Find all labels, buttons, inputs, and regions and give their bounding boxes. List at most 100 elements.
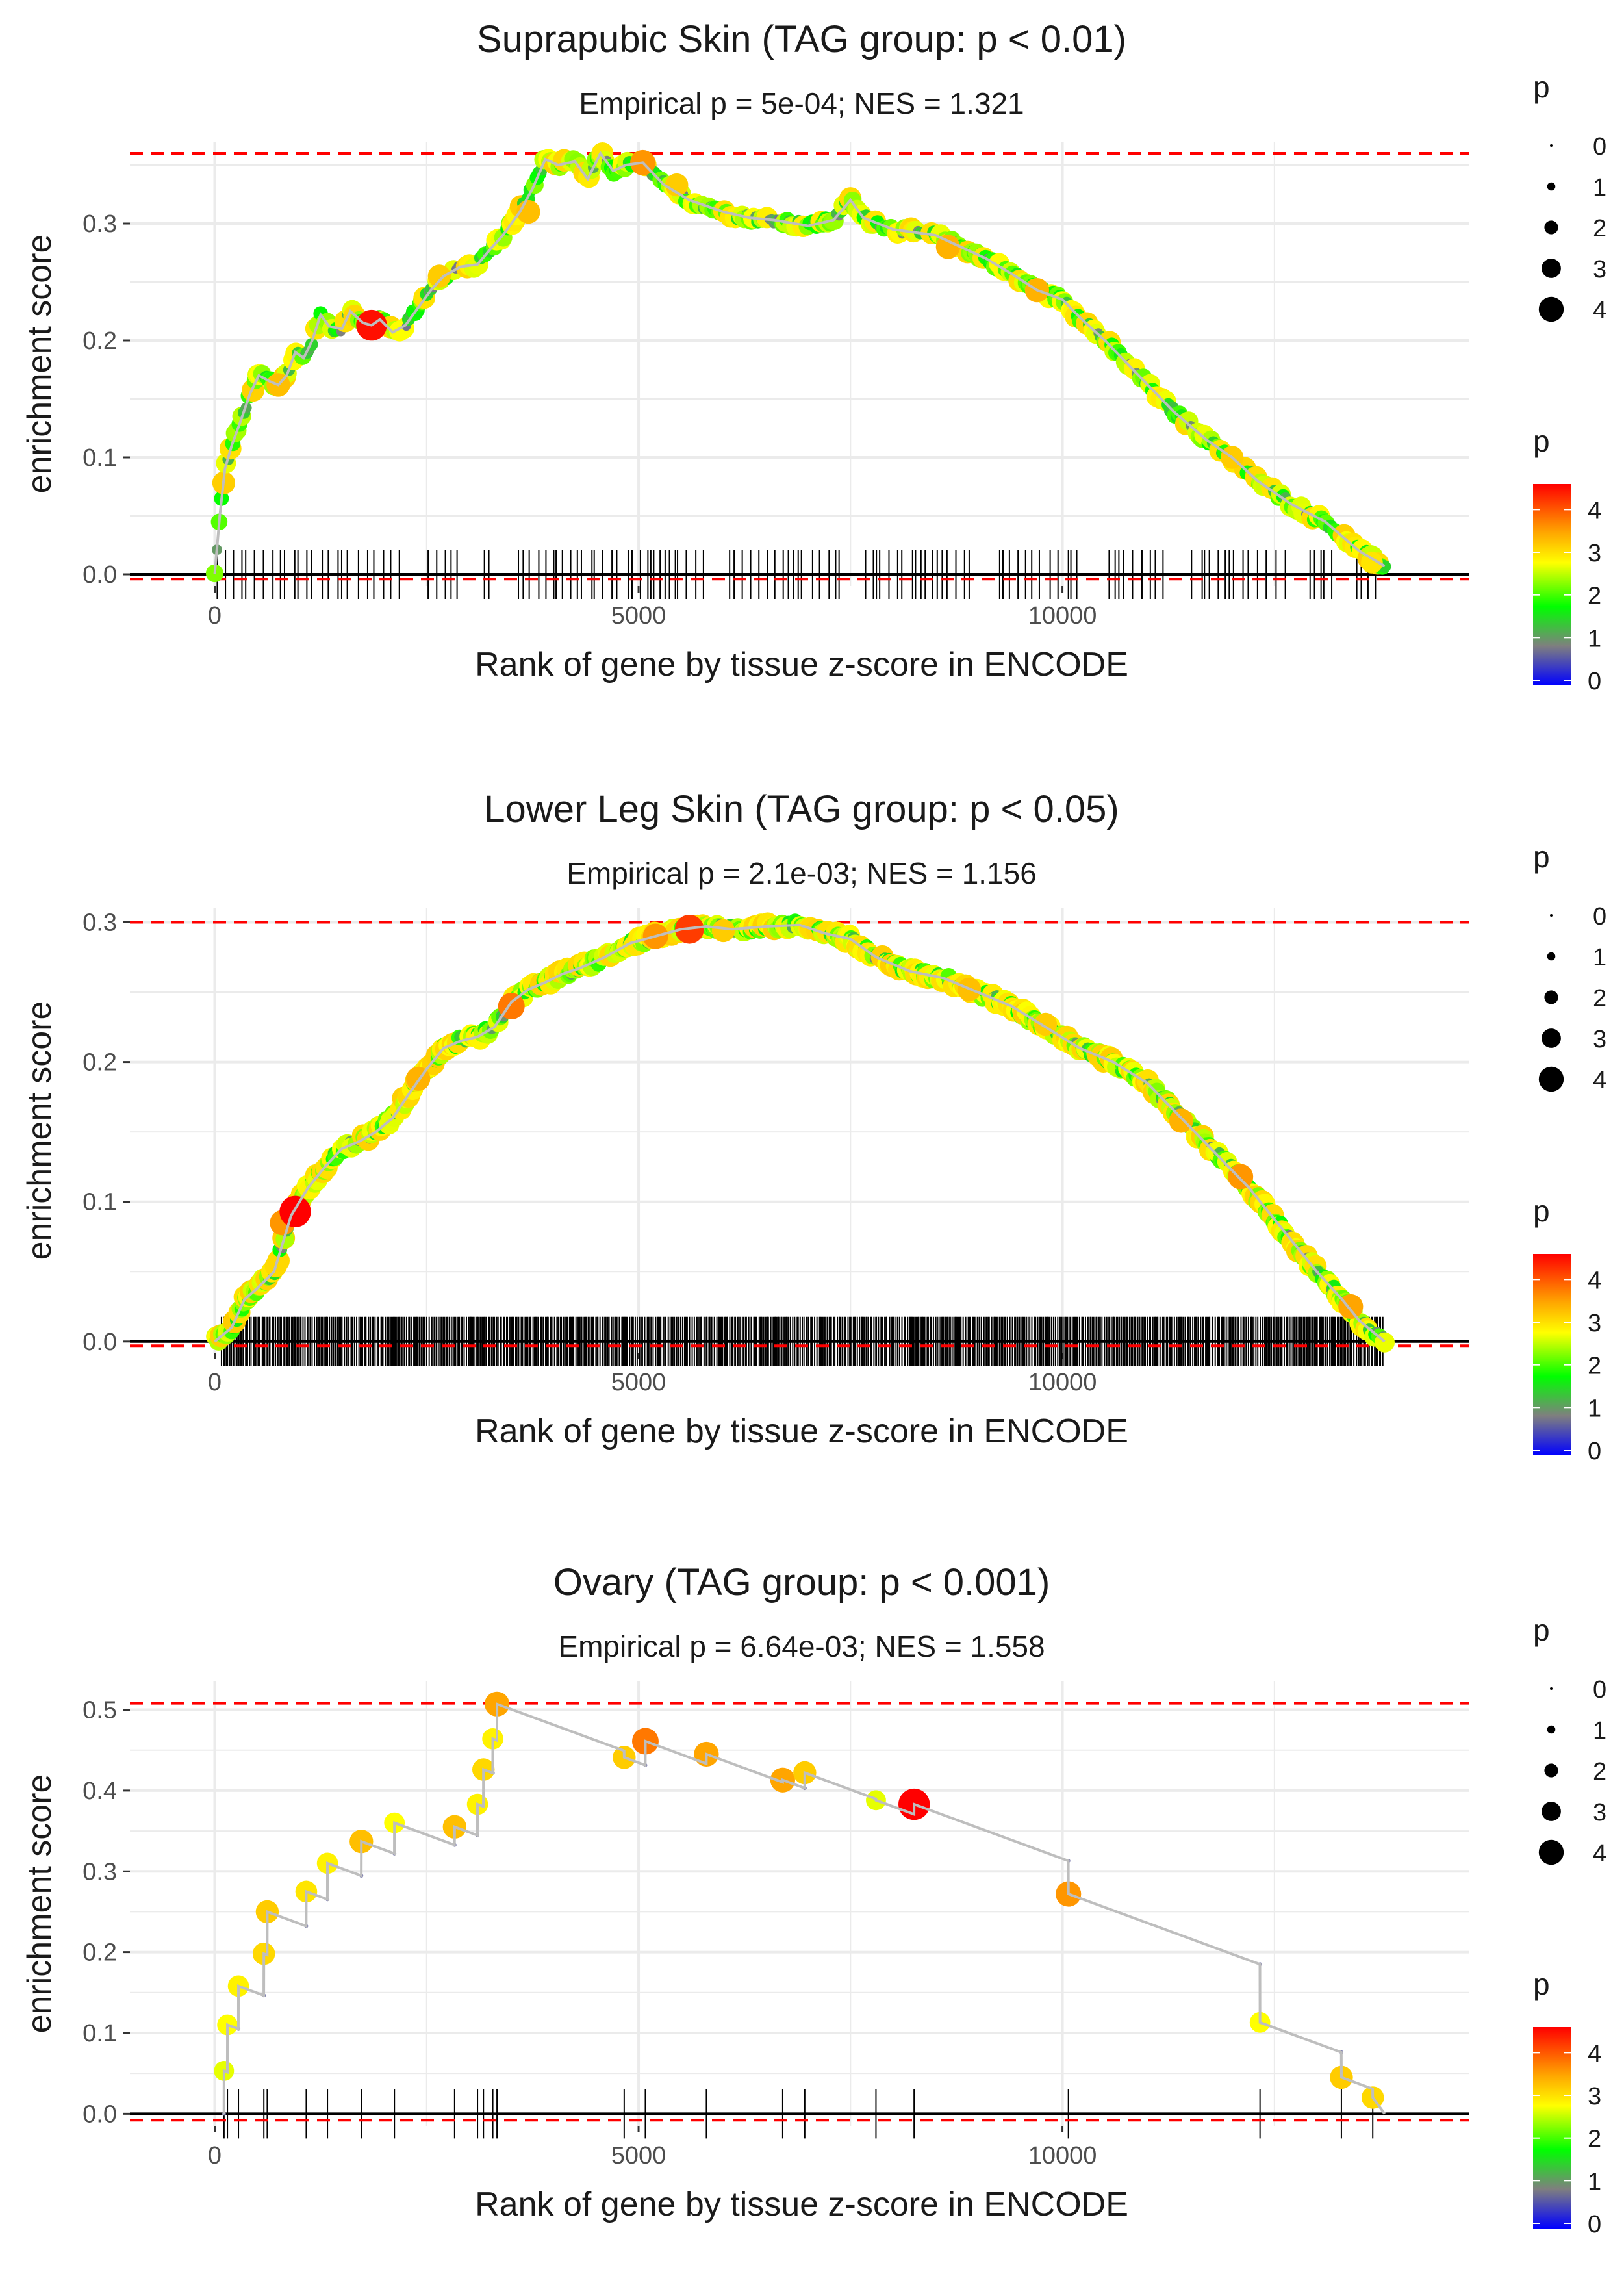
x-axis-title: Rank of gene by tissue z-score in ENCODE — [475, 2186, 1128, 2223]
x-tick-label: 10000 — [1028, 602, 1097, 630]
color-legend-label: 0 — [1588, 668, 1601, 695]
y-tick-label: 0.3 — [82, 211, 117, 238]
x-tick-label: 0 — [208, 1369, 222, 1396]
color-legend-label: 3 — [1588, 2083, 1601, 2110]
x-tick-label: 0 — [208, 602, 222, 630]
panel-3: Ovary (TAG group: p < 0.001) Empirical p … — [21, 1561, 1606, 2238]
size-legend-key — [1542, 1028, 1561, 1048]
y-tick-label: 0.2 — [82, 327, 117, 355]
x-tick-label: 10000 — [1028, 2142, 1097, 2169]
size-legend-label: 4 — [1593, 1840, 1606, 1867]
y-tick-label: 0.5 — [82, 1697, 117, 1724]
x-tick-label: 5000 — [611, 2142, 666, 2169]
legend: p 0 1 2 3 4 p 0 1 2 3 4 — [1533, 1613, 1606, 2238]
highlight-point — [711, 919, 735, 943]
size-legend-key — [1542, 1802, 1561, 1821]
y-axis-title: enrichment score — [21, 235, 58, 494]
y-tick-label: 0.3 — [82, 1858, 117, 1885]
legend: p 0 1 2 3 4 p 0 1 2 3 4 — [1533, 840, 1606, 1465]
color-legend-label: 2 — [1588, 2126, 1601, 2153]
y-axis-title: enrichment score — [21, 1001, 58, 1260]
color-legend-label: 4 — [1588, 497, 1601, 524]
size-legend-label: 2 — [1593, 215, 1606, 242]
y-tick-label: 0.1 — [82, 1189, 117, 1216]
chart-title: Lower Leg Skin (TAG group: p < 0.05) — [484, 788, 1119, 830]
size-legend-label: 0 — [1593, 133, 1606, 160]
color-legend-title: p — [1533, 424, 1550, 458]
x-tick-label: 10000 — [1028, 1369, 1097, 1396]
y-tick-label: 0.0 — [82, 561, 117, 589]
highlight-point — [279, 1195, 311, 1227]
highlight-point — [665, 173, 689, 197]
color-legend-label: 2 — [1588, 1353, 1601, 1380]
color-legend-bar — [1533, 2027, 1571, 2229]
running-sum-line — [214, 923, 1386, 1343]
points — [214, 1691, 1384, 2116]
y-tick-label: 0.3 — [82, 910, 117, 937]
highlight-point — [1228, 1164, 1254, 1190]
y-tick-label: 0.2 — [82, 1939, 117, 1967]
highlight-point — [1361, 552, 1383, 574]
color-legend-label: 0 — [1588, 1438, 1601, 1465]
x-tick-label: 5000 — [611, 1369, 666, 1396]
highlight-point — [1338, 1294, 1364, 1320]
size-legend-label: 1 — [1593, 1717, 1606, 1744]
size-legend-label: 0 — [1593, 1676, 1606, 1704]
x-tick-label: 0 — [208, 2142, 222, 2169]
color-legend-title: p — [1533, 1194, 1550, 1228]
size-legend-label: 2 — [1593, 985, 1606, 1012]
size-legend-label: 2 — [1593, 1758, 1606, 1785]
x-axis-title: Rank of gene by tissue z-score in ENCODE — [475, 1412, 1128, 1450]
color-legend-bar — [1533, 484, 1571, 685]
size-legend-key — [1544, 990, 1558, 1004]
running-sum-line — [213, 151, 1386, 575]
grid — [130, 908, 1469, 1353]
size-legend-key — [1550, 914, 1553, 917]
size-legend-label: 4 — [1593, 297, 1606, 324]
size-legend-key — [1542, 259, 1561, 278]
color-legend-label: 1 — [1588, 625, 1601, 652]
y-tick-label: 0.1 — [82, 2020, 117, 2047]
color-legend-title: p — [1533, 1967, 1550, 2001]
size-legend-key — [1544, 1763, 1558, 1778]
size-legend-key — [1547, 182, 1556, 191]
chart-subtitle: Empirical p = 5e-04; NES = 1.321 — [579, 86, 1024, 120]
size-legend-key — [1538, 1066, 1564, 1092]
size-legend-label: 1 — [1593, 174, 1606, 201]
size-legend-key — [1544, 220, 1558, 235]
chart-subtitle: Empirical p = 6.64e-03; NES = 1.558 — [558, 1629, 1045, 1663]
panel-2: Lower Leg Skin (TAG group: p < 0.05) Empi… — [21, 788, 1606, 1465]
size-legend-key — [1547, 952, 1556, 961]
chart-title: Ovary (TAG group: p < 0.001) — [553, 1561, 1050, 1603]
color-legend-label: 4 — [1588, 2040, 1601, 2067]
color-legend-label: 4 — [1588, 1267, 1601, 1294]
y-tick-label: 0.0 — [82, 2101, 117, 2128]
chart-subtitle: Empirical p = 2.1e-03; NES = 1.156 — [566, 856, 1037, 890]
x-tick-label: 5000 — [611, 602, 666, 630]
size-legend-title: p — [1533, 1613, 1550, 1647]
size-legend-title: p — [1533, 840, 1550, 874]
color-legend-bar — [1533, 1254, 1571, 1455]
x-axis-title: Rank of gene by tissue z-score in ENCODE — [475, 646, 1128, 683]
color-legend-label: 3 — [1588, 540, 1601, 567]
size-legend-label: 3 — [1593, 1799, 1606, 1826]
size-legend-label: 0 — [1593, 903, 1606, 930]
size-legend-label: 1 — [1593, 944, 1606, 971]
size-legend-key — [1538, 296, 1564, 322]
y-tick-label: 0.1 — [82, 444, 117, 472]
color-legend-label: 2 — [1588, 583, 1601, 610]
running-sum-line — [222, 1702, 1386, 2115]
color-legend-label: 1 — [1588, 1395, 1601, 1422]
size-legend-label: 4 — [1593, 1067, 1606, 1094]
size-legend-key — [1550, 1687, 1553, 1690]
color-legend-label: 1 — [1588, 2168, 1601, 2195]
legend: p 0 1 2 3 4 p 0 1 2 3 4 — [1533, 70, 1606, 695]
panel-1: Suprapubic Skin (TAG group: p < 0.01) Emp… — [21, 18, 1606, 695]
y-tick-label: 0.0 — [82, 1329, 117, 1356]
highlight-point — [1169, 1108, 1193, 1133]
y-tick-label: 0.2 — [82, 1049, 117, 1077]
highlight-point — [427, 264, 451, 288]
size-legend-key — [1538, 1839, 1564, 1865]
highlight-point — [935, 235, 961, 259]
